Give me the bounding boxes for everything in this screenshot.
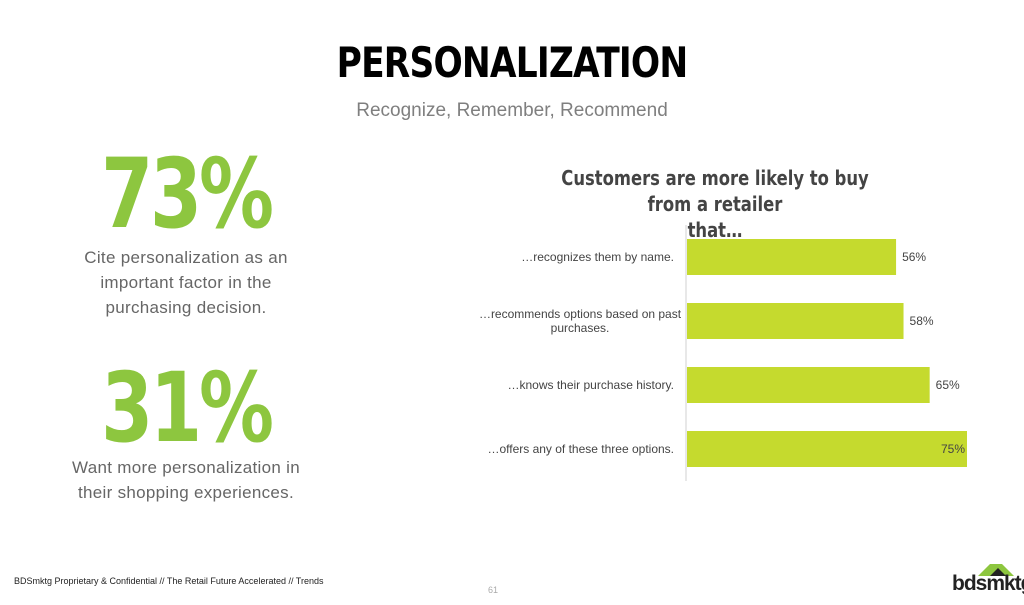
page-subtitle: Recognize, Remember, Recommend: [356, 100, 668, 121]
stat-line: Cite personalization as an: [84, 248, 288, 267]
stat-value-31: 31%: [101, 352, 274, 464]
category-label-line: purchases.: [551, 321, 610, 335]
logo-text: bdsmktg: [952, 572, 1024, 595]
chart-title-line: Customers are more likely to buy from a …: [561, 166, 869, 216]
bar: [687, 367, 930, 403]
bar-value-label: 75%: [941, 442, 965, 456]
category-label-line: …offers any of these three options.: [487, 442, 674, 456]
stat-line: their shopping experiences.: [77, 483, 294, 502]
stat-value-73: 73%: [101, 138, 274, 250]
footer-text: BDSmktg Proprietary & Confidential // Th…: [14, 576, 324, 586]
chart-title: Customers are more likely to buy from a …: [539, 165, 892, 243]
bar-chart: 56% …recognizes them by name. 58% …recommen…: [479, 225, 967, 481]
category-label: …recognizes them by name.: [521, 250, 674, 264]
company-logo: bdsmktg: [952, 562, 1024, 602]
category-label: …recommends options based on past purchas…: [479, 307, 682, 335]
chart-title-line: that…: [687, 218, 743, 242]
stat-line: important factor in the: [100, 273, 272, 292]
category-label-line: …recognizes them by name.: [521, 250, 674, 264]
stat-line: purchasing decision.: [105, 298, 267, 317]
bar-value-label: 58%: [910, 314, 934, 328]
category-label-line: …knows their purchase history.: [507, 378, 674, 392]
bar-value-label: 65%: [936, 378, 960, 392]
stat-description-73: Cite personalization as an important fac…: [56, 245, 316, 320]
logo-mark-icon: [978, 564, 1014, 576]
category-label-line: …recommends options based on past: [479, 307, 682, 321]
category-label: …offers any of these three options.: [487, 442, 674, 456]
bar-value-label: 56%: [902, 250, 926, 264]
bar: [687, 239, 897, 275]
bar: [687, 303, 904, 339]
category-label: …knows their purchase history.: [507, 378, 674, 392]
page-number: 61: [488, 585, 499, 595]
stat-line: Want more personalization in: [72, 458, 300, 477]
page-title: PERSONALIZATION: [336, 38, 688, 87]
stat-description-31: Want more personalization in their shopp…: [46, 455, 326, 505]
bar: [687, 431, 967, 467]
